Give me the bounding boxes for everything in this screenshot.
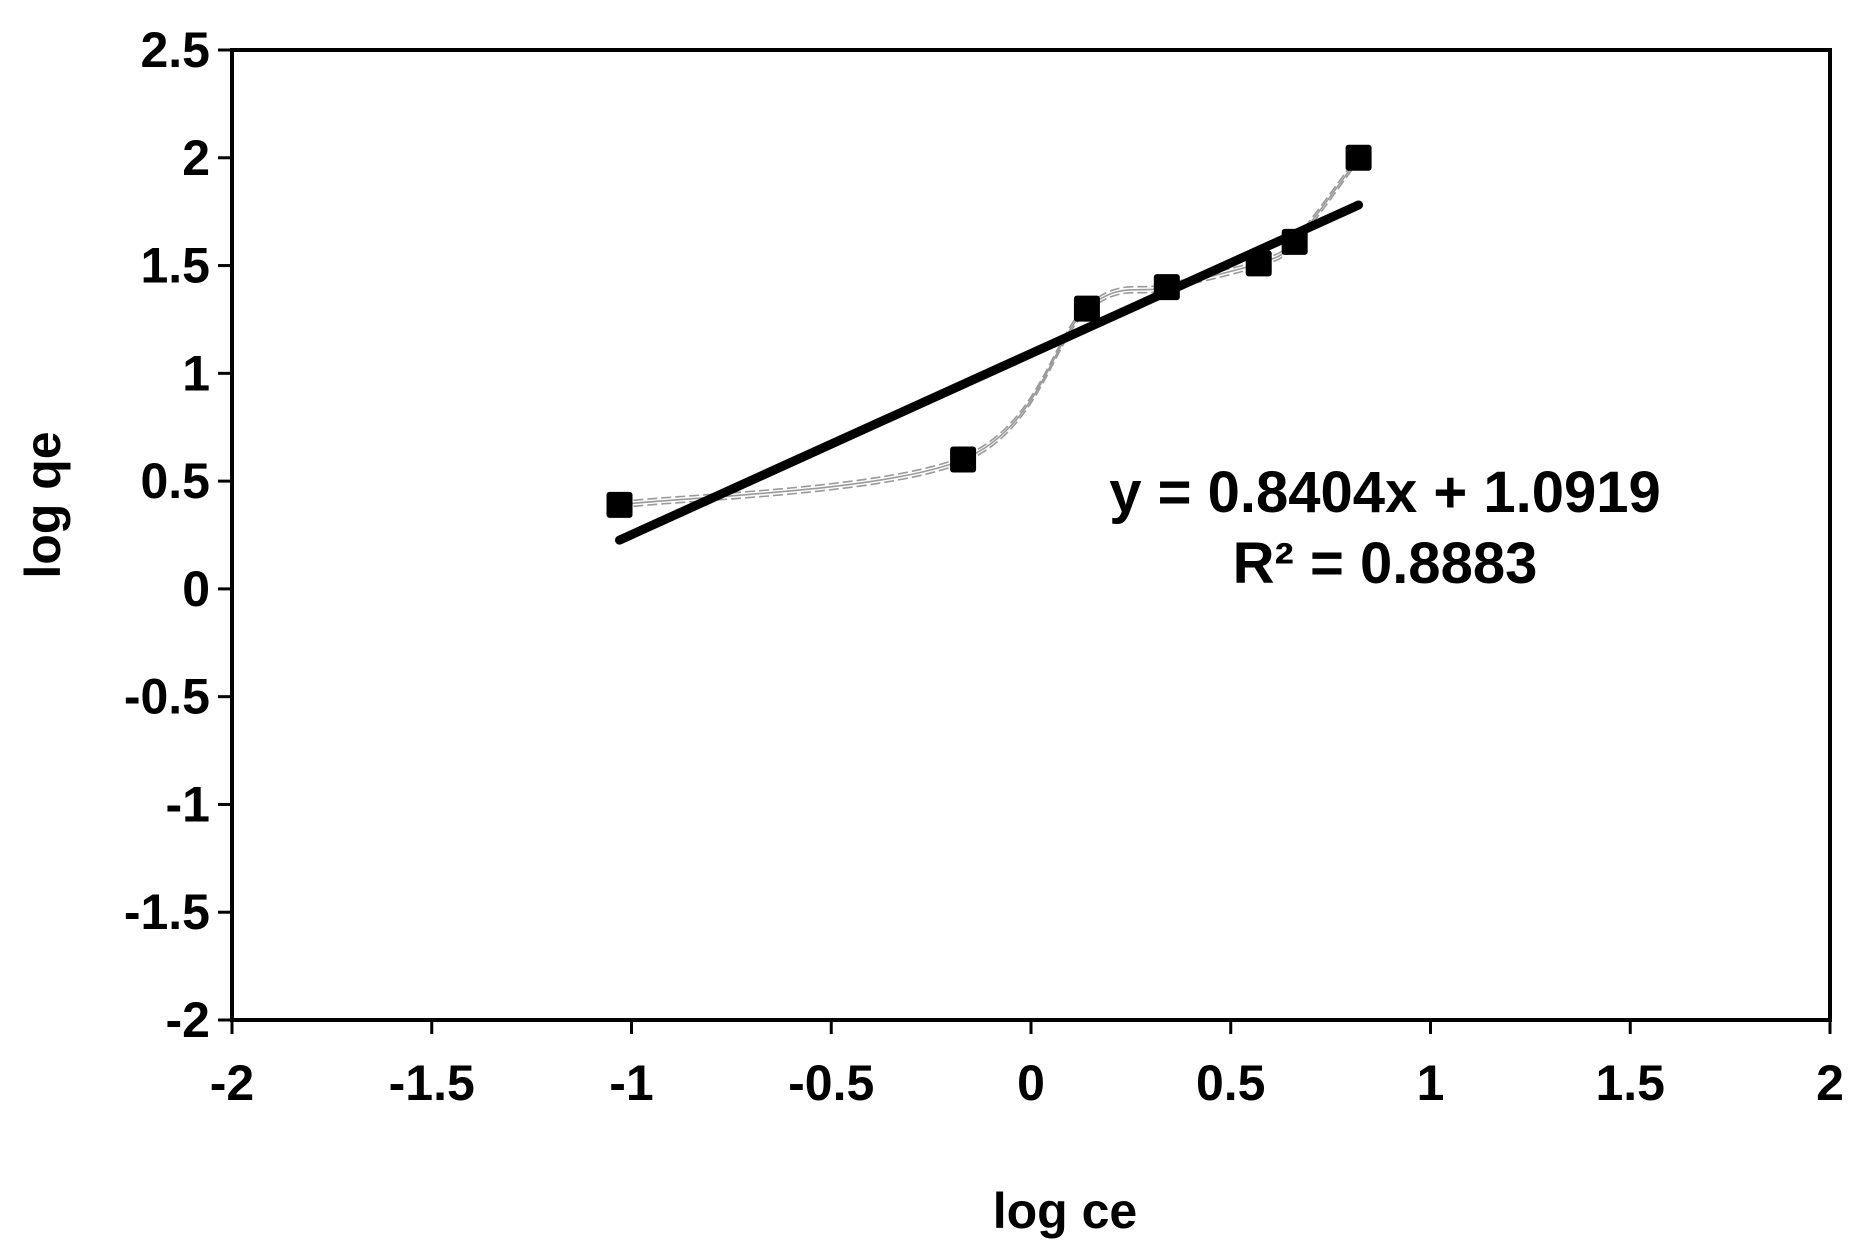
y-tick-label: 0.5 <box>140 453 210 509</box>
x-tick-label: 1 <box>1417 1055 1445 1111</box>
y-axis: 2.5 2 1.5 1 0.5 0 -0.5 -1 -1.5 -2 <box>124 22 232 1048</box>
data-point-marker <box>950 446 977 473</box>
x-tick-label: -2 <box>210 1055 254 1111</box>
x-tick-label: -0.5 <box>788 1055 874 1111</box>
y-tick-label: 2.5 <box>140 22 210 78</box>
x-tick-label: 2 <box>1816 1055 1844 1111</box>
x-tick-label: 0 <box>1017 1055 1045 1111</box>
plot-area <box>230 48 1832 1022</box>
y-tick-label: 1 <box>182 345 210 401</box>
x-tick-label: 0.5 <box>1196 1055 1266 1111</box>
data-point-marker <box>1073 295 1100 322</box>
r-squared-label: R² = 0.8883 <box>1233 531 1538 596</box>
smoothed-line <box>619 154 1360 509</box>
x-tick-label: -1 <box>609 1055 653 1111</box>
data-point-marker <box>606 491 633 518</box>
x-tick-label: -1.5 <box>389 1055 475 1111</box>
x-axis-title: log ce <box>993 1183 1137 1239</box>
smoothed-series-line <box>619 160 1360 509</box>
data-point-marker <box>1153 274 1180 301</box>
data-point-marker <box>1345 144 1372 171</box>
smoothed-series-line <box>619 157 1360 506</box>
x-tick-label: 1.5 <box>1595 1055 1665 1111</box>
y-tick-label: 1.5 <box>140 238 210 294</box>
y-tick-label: -2 <box>166 992 210 1048</box>
data-markers <box>606 144 1372 518</box>
data-point-marker <box>1281 228 1308 255</box>
linear-trendline <box>615 200 1364 545</box>
y-tick-label: -1 <box>166 776 210 832</box>
data-point-marker <box>1245 250 1272 277</box>
smoothed-series-line <box>619 154 1360 503</box>
y-tick-label: -0.5 <box>124 669 210 725</box>
y-axis-title: log qe <box>15 431 71 578</box>
plot-border <box>230 48 1832 1022</box>
y-tick-label: 2 <box>182 130 210 186</box>
y-tick-label: 0 <box>182 561 210 617</box>
x-axis: -2 -1.5 -1 -0.5 0 0.5 1 1.5 2 <box>210 1020 1844 1111</box>
trendline-equation: y = 0.8404x + 1.0919 <box>1109 460 1661 525</box>
y-tick-label: -1.5 <box>124 884 210 940</box>
trendline <box>615 200 1364 545</box>
